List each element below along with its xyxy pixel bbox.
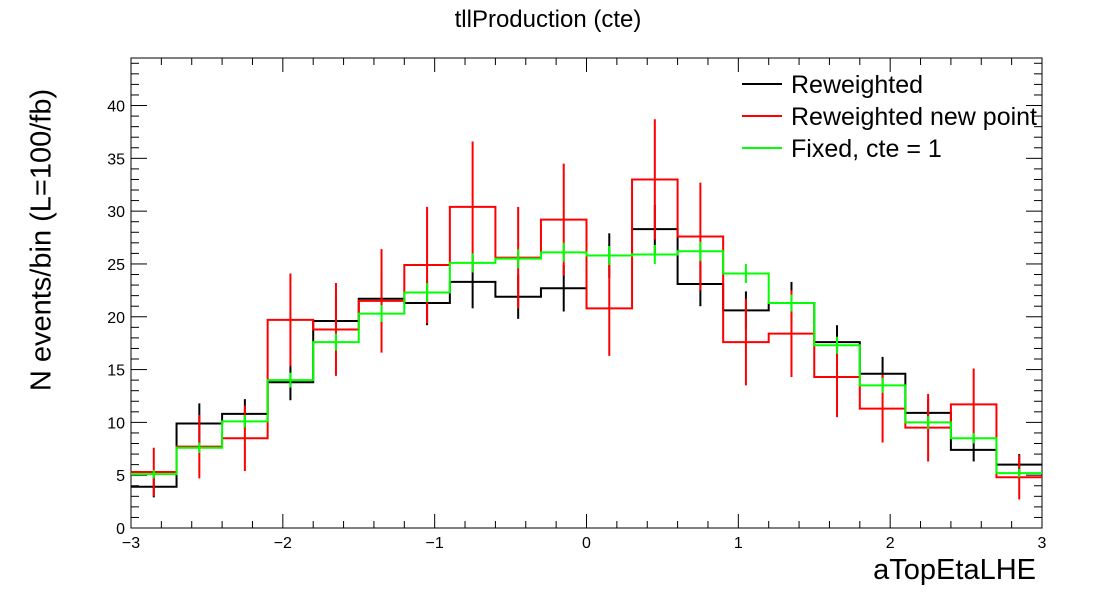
x-tick-label: 1 [734,535,743,552]
chart-title: tllProduction (cte) [454,6,642,33]
y-tick-label: 20 [107,310,125,327]
legend-label: Fixed, cte = 1 [791,135,942,163]
x-axis-label: aTopEtaLHE [873,554,1036,586]
y-tick-label: 10 [107,415,125,432]
x-tick-label: 2 [886,535,895,552]
legend-label: Reweighted [791,71,923,99]
x-tick-label: 0 [582,535,591,552]
y-tick-label: 35 [107,151,125,168]
legend-label: Reweighted new point [791,103,1037,131]
y-tick-label: 30 [107,204,125,221]
x-tick-label: −3 [122,535,140,552]
y-tick-label: 40 [107,99,125,116]
series-group [131,119,1042,500]
y-tick-label: 25 [107,257,125,274]
legend: Reweighted Reweighted new point Fixed, cte… [742,71,1037,163]
y-tick-label: 0 [116,521,125,538]
series-1 [131,119,1042,500]
y-tick-label: 5 [116,468,125,485]
y-tick-label: 15 [107,363,125,380]
x-tick-label: −2 [274,535,292,552]
series-step-line [131,178,1042,479]
series-2 [131,241,1042,479]
x-tick-label: −1 [426,535,444,552]
x-tick-label: 3 [1038,535,1047,552]
